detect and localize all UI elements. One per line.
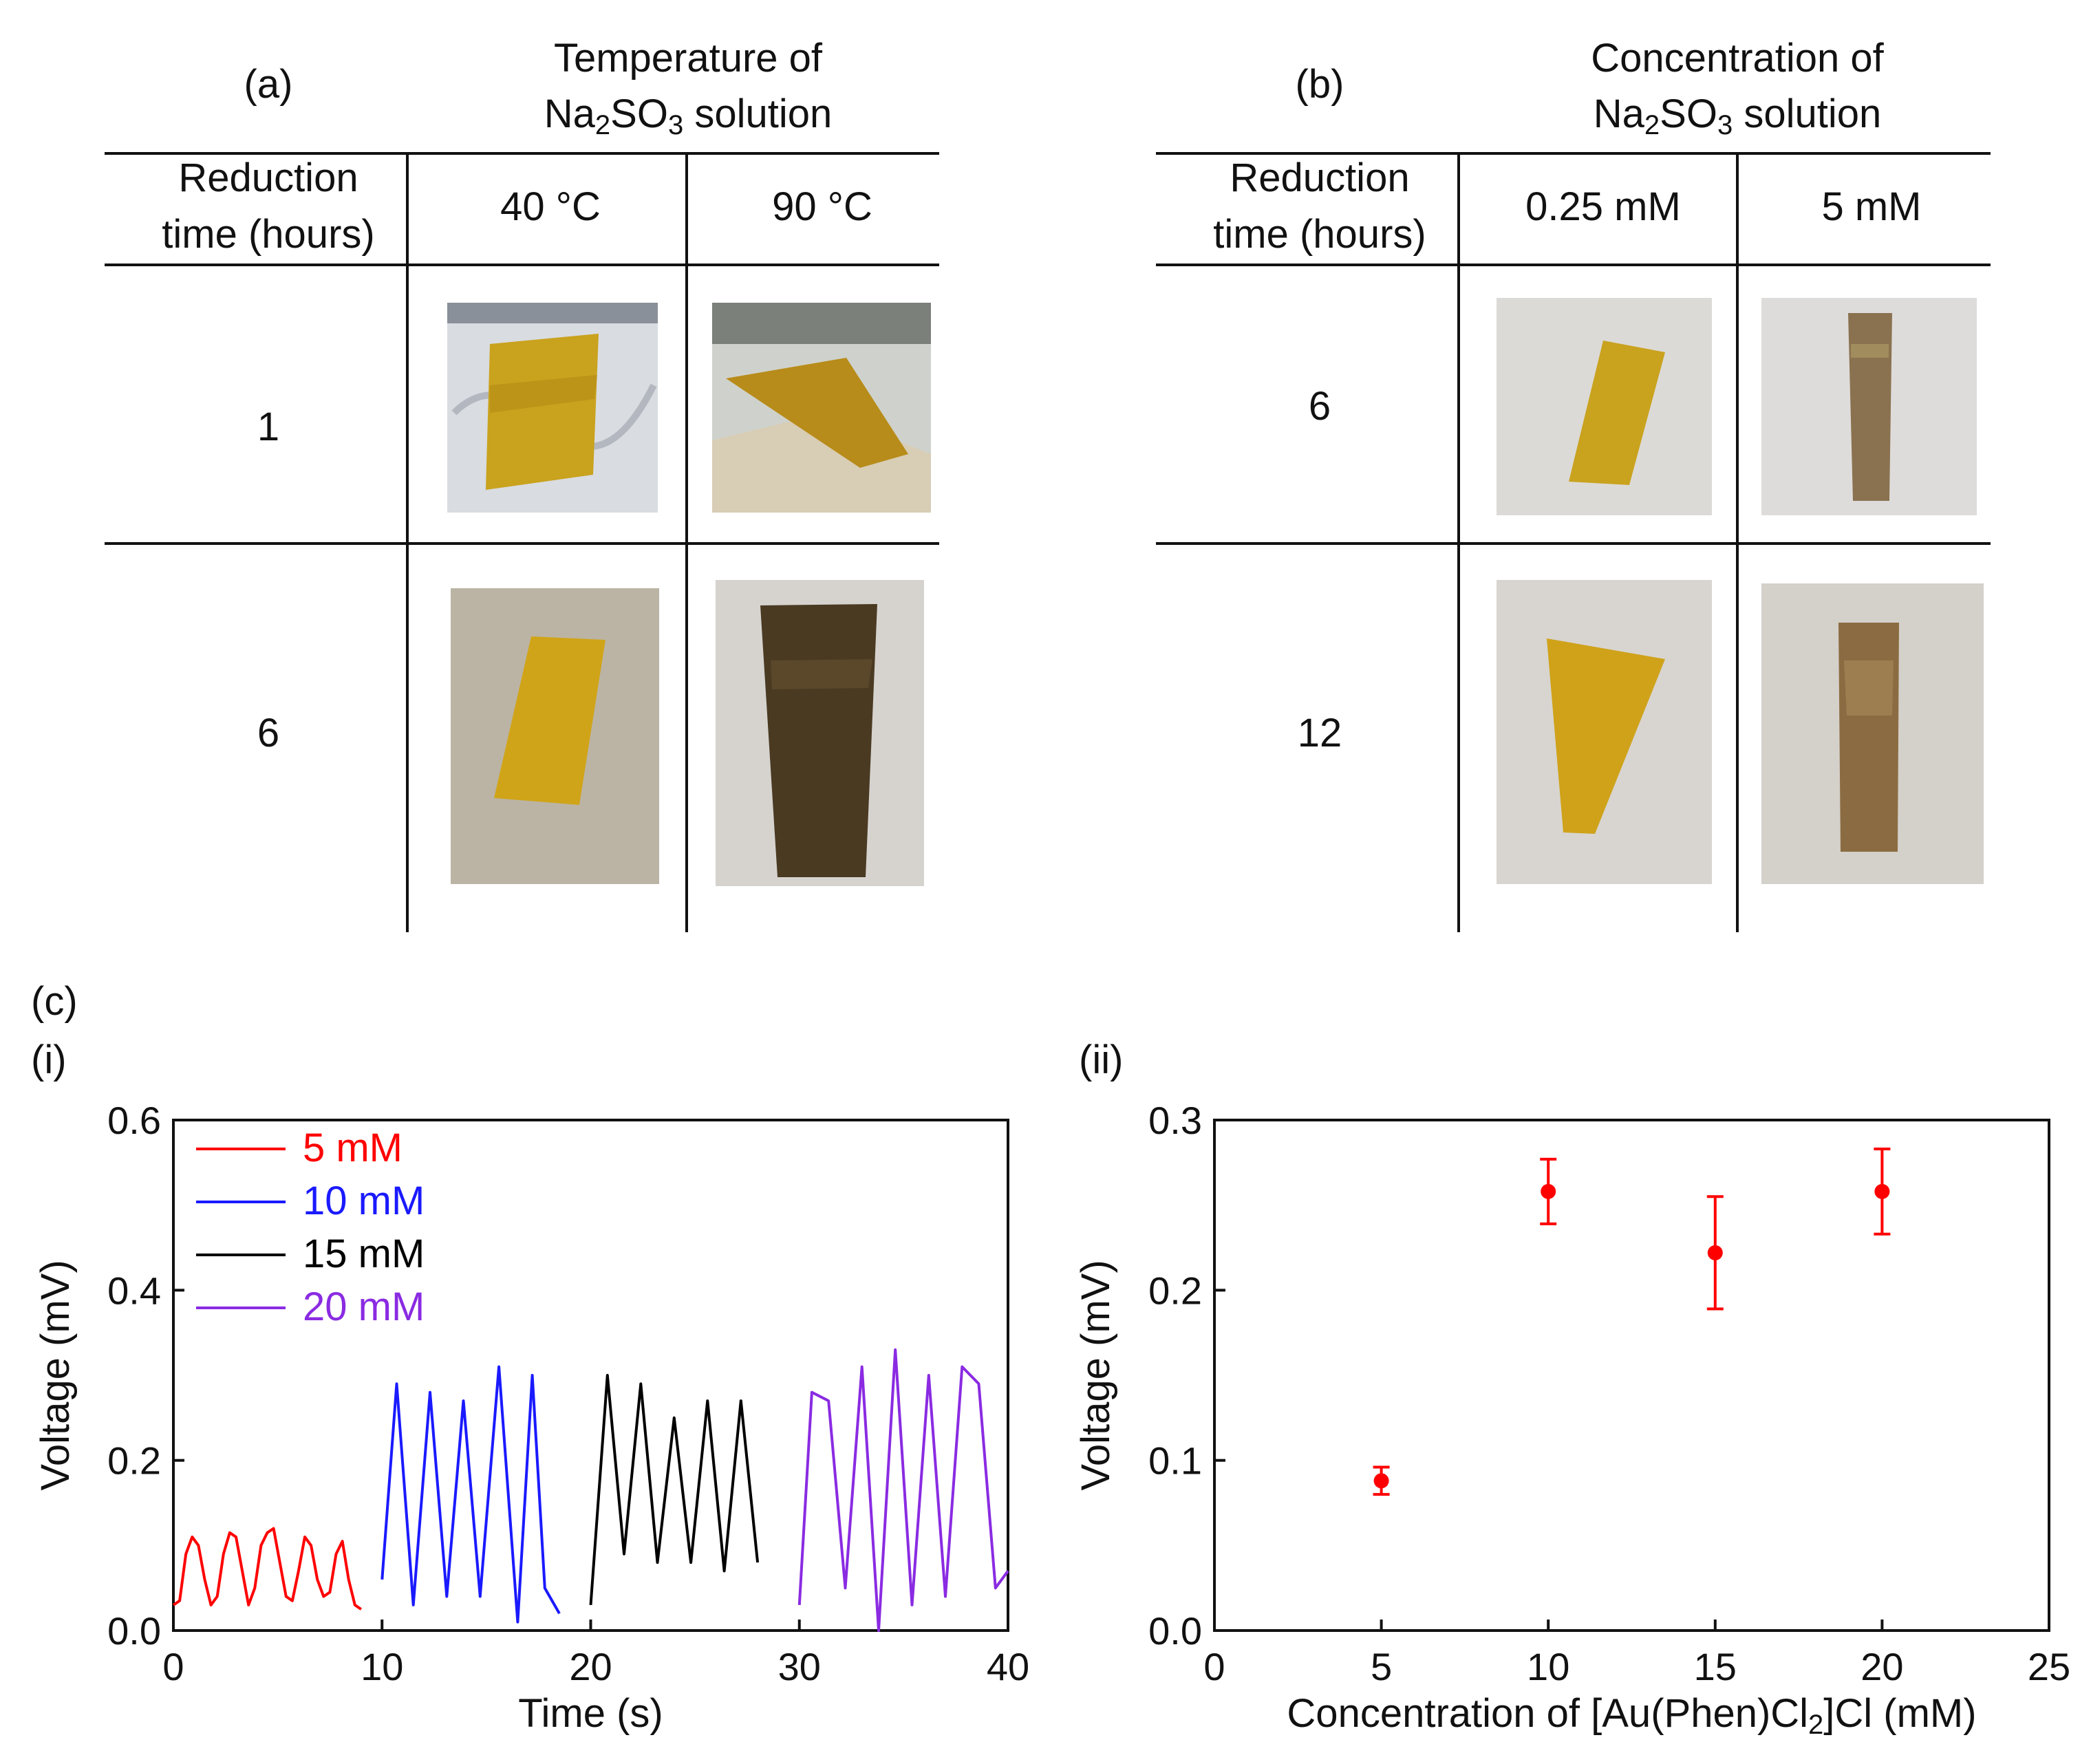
photo-a-40c-6h [451, 588, 659, 884]
panel-b: (b) Concentration of Na2SO3 solution Red… [1156, 36, 1991, 932]
photo-b-025mm-6h [1497, 298, 1712, 515]
chart-ii-xtick-label: 25 [2028, 1645, 2070, 1688]
chart-ii-xtick-label: 20 [1861, 1645, 1903, 1688]
chart-i-ytick-label: 0.0 [107, 1609, 161, 1653]
panel-a-row-1: 1 [257, 405, 279, 449]
panel-a-table-lines [105, 152, 939, 932]
panel-b-col-5mm: 5 mM [1822, 184, 1922, 229]
chart-ii-point [1874, 1183, 1890, 1199]
panel-b-row-6: 6 [1309, 384, 1331, 429]
chart-i-legend-entry: 10 mM [303, 1179, 425, 1223]
photo-a-90c-6h [716, 580, 924, 886]
panel-a-row-6: 6 [257, 711, 279, 755]
photo-a-40c-1h [447, 303, 658, 513]
chart-i-series-15-mm [589, 1374, 760, 1606]
chart-i-xtick-label: 0 [162, 1645, 184, 1688]
panel-c-sub-i: (i) [31, 1037, 67, 1082]
photo-b-5mm-12h [1761, 583, 1984, 884]
chart-ii-point [1373, 1473, 1389, 1489]
panel-a-title-line1: Temperature of [554, 36, 823, 80]
photo-b-5mm-6h [1761, 298, 1977, 515]
panel-c-label: (c) [31, 979, 78, 1024]
chart-ii-ytick-label: 0.2 [1148, 1269, 1202, 1312]
chart-i-series-5-mm [172, 1527, 363, 1611]
panel-c-sub-ii: (ii) [1079, 1037, 1123, 1082]
chart-ii-xlabel: Concentration of [Au(Phen)Cl2]Cl (mM) [1287, 1691, 1976, 1740]
panel-a-row-header-line1: Reduction [178, 155, 358, 200]
panel-a-row-header-line2: time (hours) [162, 212, 374, 257]
panel-b-title-line1: Concentration of [1591, 36, 1884, 80]
chart-i-xtick-label: 40 [987, 1645, 1029, 1688]
chart-ii-point [1541, 1183, 1556, 1199]
chart-i-series-20-mm [797, 1348, 1009, 1632]
chart-i-xtick-label: 30 [778, 1645, 821, 1688]
chart-i-ytick-label: 0.6 [107, 1099, 161, 1142]
chart-ii-xtick-label: 10 [1527, 1645, 1569, 1688]
photo-a-90c-1h [712, 303, 931, 513]
panel-b-table-lines [1156, 152, 1991, 932]
chart-ii-ytick-label: 0.0 [1148, 1609, 1202, 1653]
panel-a-title-line2: Na2SO3 solution [544, 92, 833, 140]
chart-i-series-10-mm [380, 1365, 561, 1624]
chart-i-legend-entry: 5 mM [303, 1126, 403, 1170]
photo-b-025mm-12h [1497, 580, 1712, 884]
chart-i-ylabel: Voltage (mV) [33, 1260, 78, 1490]
panel-a-col-40c: 40 °C [500, 184, 601, 229]
chart-i-ytick-label: 0.4 [107, 1269, 161, 1312]
chart-ii-frame [1213, 1119, 2050, 1632]
chart-i-xlabel: Time (s) [518, 1691, 663, 1736]
chart-ii-xtick-label: 15 [1694, 1645, 1737, 1688]
chart-ii-xtick-label: 5 [1371, 1645, 1392, 1688]
panel-b-row-header-line1: Reduction [1230, 155, 1409, 200]
chart-i-ytick-label: 0.2 [107, 1439, 161, 1483]
chart-i-xtick-label: 20 [569, 1645, 612, 1688]
panel-b-title-line2: Na2SO3 solution [1594, 92, 1882, 140]
panel-b-row-header-line2: time (hours) [1213, 212, 1426, 257]
chart-ii-xtick-label: 0 [1203, 1645, 1225, 1688]
chart-i-xtick-label: 10 [361, 1645, 403, 1688]
panel-a: (a) Temperature of Na2SO3 solution Reduc… [105, 36, 939, 932]
panel-b-label: (b) [1296, 62, 1344, 107]
chart-i-legend-entry: 20 mM [303, 1284, 425, 1329]
panel-b-row-12: 12 [1298, 711, 1342, 755]
chart-ii-ytick-label: 0.1 [1148, 1439, 1202, 1483]
panel-b-col-025mm: 0.25 mM [1525, 184, 1681, 229]
chart-ii-voltage-vs-concentration: 0 5 10 15 20 25 0.0 0.1 0.2 0.3 Concentration of [… [1073, 1099, 2070, 1740]
chart-ii-point [1707, 1245, 1723, 1260]
chart-i-voltage-vs-time: 0 10 20 30 40 0.0 0.2 0.4 0.6 Time (s) Voltage (mV… [33, 1099, 1029, 1736]
panel-a-col-90c: 90 °C [772, 184, 872, 229]
chart-ii-ytick-label: 0.3 [1148, 1099, 1202, 1142]
chart-i-legend-entry: 15 mM [303, 1231, 425, 1276]
chart-ii-ylabel: Voltage (mV) [1073, 1260, 1118, 1490]
panel-a-label: (a) [244, 62, 293, 107]
